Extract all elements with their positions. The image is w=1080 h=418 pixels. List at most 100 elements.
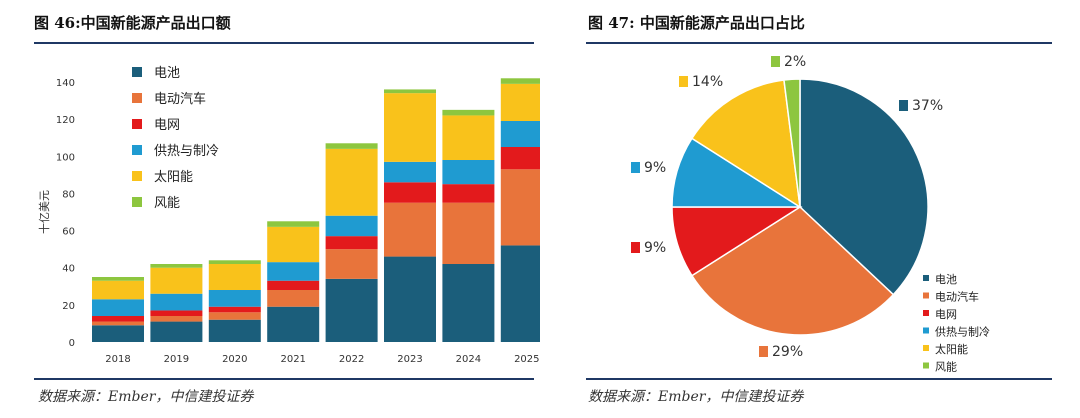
pie-slice: [690, 206, 895, 336]
legend-swatch: [923, 345, 929, 351]
pie-slice: [690, 79, 801, 209]
bar-segment: [325, 143, 378, 149]
bar-segment: [150, 264, 203, 268]
bar-segment: [384, 182, 436, 203]
x-tick-label: 2022: [339, 354, 364, 365]
legend-label: 电网: [935, 308, 957, 321]
legend-label: 风能: [935, 360, 957, 374]
slice-label-swatch: [631, 162, 640, 173]
bar-chart-bottom-rule: [34, 378, 534, 380]
legend-label: 供热与制冷: [935, 325, 990, 339]
x-tick-label: 2018: [105, 354, 130, 365]
bar-segment: [150, 293, 203, 311]
slice-data-label: 14%: [692, 74, 723, 90]
pie-chart-title: 图 47: 中国新能源产品出口占比: [588, 14, 805, 32]
x-tick-label: 2024: [456, 354, 481, 365]
slice-data-label: 29%: [772, 344, 803, 360]
x-tick-label: 2025: [514, 354, 539, 365]
bar-segment: [384, 202, 436, 257]
pie-slice: [799, 78, 929, 296]
legend-label: 电网: [154, 118, 180, 133]
bar-segment: [92, 316, 144, 322]
bar-segment: [208, 264, 261, 290]
bar-segment: [442, 160, 495, 185]
y-tick-label: 40: [62, 264, 75, 275]
y-axis-label: 十亿美元: [37, 190, 51, 234]
bar-segment: [208, 260, 261, 264]
x-tick-label: 2023: [397, 354, 422, 365]
slice-data-label: 37%: [912, 98, 943, 114]
bar-segment: [267, 306, 320, 342]
bar-segment: [208, 319, 261, 342]
legend-swatch: [132, 119, 142, 129]
x-tick-label: 2020: [222, 354, 247, 365]
legend-swatch: [923, 362, 929, 369]
legend-swatch: [132, 197, 142, 207]
bar-chart-top-rule: [34, 42, 534, 44]
legend-swatch: [923, 327, 929, 334]
bar-chart: 0 20 40 60 80 100 120 140 十亿美元 2018 2019 2020 2021 20…: [37, 66, 540, 365]
legend-label: 供热与制冷: [154, 144, 219, 159]
bar-segment: [500, 78, 540, 84]
y-tick-label: 100: [56, 152, 75, 163]
y-tick-label: 20: [62, 301, 75, 312]
y-tick-label: 140: [56, 78, 75, 89]
x-tick-label: 2021: [280, 354, 305, 365]
bar-chart-title: 图 46:中国新能源产品出口额: [34, 14, 231, 32]
legend-swatch: [132, 171, 142, 181]
bar-segment: [442, 202, 495, 264]
bar-segment: [442, 264, 495, 342]
bar-segment: [267, 290, 320, 307]
bar-segment: [384, 89, 436, 94]
legend-swatch: [132, 145, 142, 155]
bar-chart-source: 数据来源：Ember，中信建投证券: [38, 389, 254, 405]
legend-label: 电动汽车: [935, 290, 979, 304]
bar-segment: [325, 148, 378, 216]
bar-segment: [92, 299, 144, 316]
legend-swatch: [132, 93, 142, 103]
bar-segment: [267, 226, 320, 263]
bar-chart-panel: 图 46:中国新能源产品出口额 0 20 40 60 80 100 120 140 十亿美元 20…: [34, 14, 540, 405]
y-tick-label: 120: [56, 115, 75, 126]
bar-segment: [92, 280, 144, 300]
slice-label-swatch: [899, 100, 908, 111]
slice-label-swatch: [679, 76, 688, 87]
bar-segment: [384, 256, 436, 342]
slice-data-label: 2%: [784, 54, 806, 70]
bar-segment: [325, 249, 378, 279]
y-tick-label: 80: [62, 189, 75, 200]
legend-label: 电池: [154, 66, 180, 81]
slice-data-label: 9%: [644, 240, 666, 256]
bar-segment: [384, 93, 436, 162]
bar-segment: [150, 316, 203, 322]
y-tick-label: 60: [62, 227, 75, 238]
pie-chart-source: 数据来源：Ember，中信建投证券: [588, 389, 804, 405]
legend-label: 电池: [935, 273, 957, 286]
bar-segment: [267, 280, 320, 290]
legend-swatch: [923, 310, 929, 316]
legend-swatch: [923, 292, 929, 299]
slice-label-swatch: [631, 242, 640, 253]
bar-segment: [92, 321, 144, 326]
slice-label-swatch: [759, 346, 768, 357]
bar-segment: [384, 161, 436, 183]
bar-segment: [267, 262, 320, 281]
bar-segment: [500, 169, 540, 246]
bar-segment: [325, 215, 378, 237]
bar-segment: [267, 221, 320, 227]
slice-data-label: 9%: [644, 160, 666, 176]
bar-segment: [208, 306, 261, 313]
bar-segment: [150, 321, 203, 342]
legend-label: 电动汽车: [154, 91, 206, 107]
legend-label: 太阳能: [935, 342, 968, 356]
x-tick-label: 2019: [164, 354, 189, 365]
bar-segment: [325, 236, 378, 250]
pie-slice: [783, 78, 801, 208]
legend-label: 风能: [154, 196, 180, 211]
bar-segment: [150, 267, 203, 294]
pie-chart-bottom-rule: [586, 378, 1052, 380]
bar-segment: [500, 245, 540, 342]
legend-label: 太阳能: [154, 170, 193, 185]
bar-segment: [442, 184, 495, 203]
